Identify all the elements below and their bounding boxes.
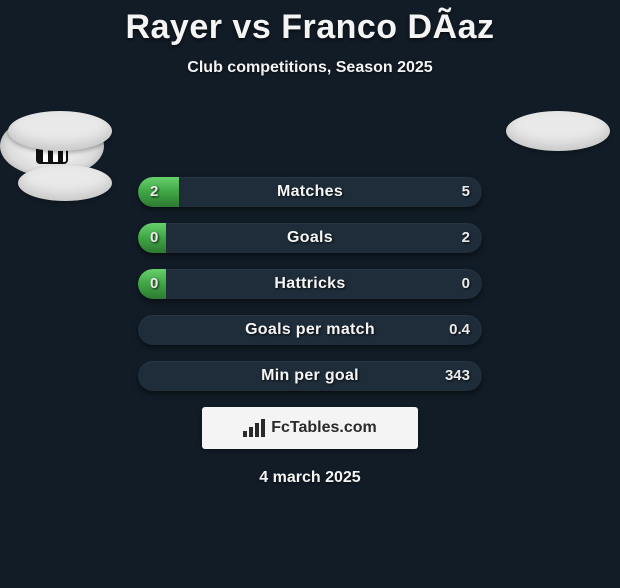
player-left-badge-2 xyxy=(18,165,112,201)
stat-row-min-per-goal: Min per goal 343 xyxy=(138,361,482,391)
stat-label: Goals xyxy=(138,223,482,253)
footer-brand-badge: FcTables.com xyxy=(202,407,418,449)
player-right-badge-1 xyxy=(506,111,610,151)
stat-row-goals-per-match: Goals per match 0.4 xyxy=(138,315,482,345)
footer-brand-text: FcTables.com xyxy=(271,419,377,437)
page-title: Rayer vs Franco DÃ­az xyxy=(0,8,620,47)
comparison-panel: 2 Matches 5 0 Goals 2 0 Hattricks 0 Goal… xyxy=(0,115,620,487)
stat-label: Matches xyxy=(138,177,482,207)
bar-chart-icon xyxy=(243,419,265,437)
stat-row-hattricks: 0 Hattricks 0 xyxy=(138,269,482,299)
stat-value-right: 0.4 xyxy=(449,315,470,345)
stat-row-goals: 0 Goals 2 xyxy=(138,223,482,253)
stat-value-right: 5 xyxy=(462,177,470,207)
stat-label: Hattricks xyxy=(138,269,482,299)
stat-value-right: 0 xyxy=(462,269,470,299)
stat-label: Goals per match xyxy=(138,315,482,345)
stat-bars: 2 Matches 5 0 Goals 2 0 Hattricks 0 Goal… xyxy=(138,177,482,391)
subtitle: Club competitions, Season 2025 xyxy=(0,59,620,77)
player-left-badge-1 xyxy=(8,111,112,151)
stat-value-right: 2 xyxy=(462,223,470,253)
stat-label: Min per goal xyxy=(138,361,482,391)
stat-row-matches: 2 Matches 5 xyxy=(138,177,482,207)
stat-value-right: 343 xyxy=(445,361,470,391)
footer-date: 4 march 2025 xyxy=(0,469,620,487)
